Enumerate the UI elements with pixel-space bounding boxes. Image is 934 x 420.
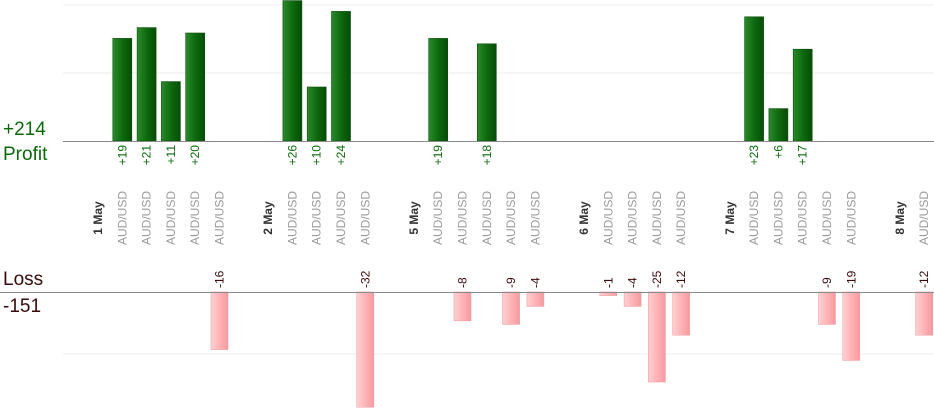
- profit-bar: [136, 27, 157, 142]
- date-label: 2 May: [261, 201, 275, 235]
- symbol-label: AUD/USD: [140, 191, 154, 245]
- profit-value-label: +20: [188, 145, 202, 166]
- symbol-label: AUD/USD: [456, 191, 470, 245]
- profit-total: +214: [3, 119, 46, 140]
- loss-value-label: -25: [650, 270, 664, 288]
- profit-bar: [185, 32, 205, 142]
- symbol-label: AUD/USD: [528, 191, 542, 245]
- symbol-label: AUD/USD: [213, 191, 227, 245]
- date-label: 6 May: [577, 201, 591, 235]
- symbol-label: AUD/USD: [310, 191, 324, 245]
- symbol-label: AUD/USD: [334, 191, 348, 245]
- profit-bar: [331, 11, 351, 142]
- loss-bar: [915, 291, 934, 336]
- symbol-label: AUD/USD: [674, 191, 688, 245]
- symbol-label: AUD/USD: [504, 191, 518, 245]
- symbol-label: AUD/USD: [650, 191, 664, 245]
- symbol-label: AUD/USD: [431, 191, 445, 245]
- profit-value-label: +18: [480, 145, 494, 166]
- loss-value-label: -9: [504, 277, 518, 288]
- symbol-label: AUD/USD: [601, 191, 615, 245]
- symbol-label: AUD/USD: [747, 191, 761, 245]
- loss-bar: [672, 291, 691, 336]
- profit-bar: [768, 108, 789, 142]
- loss-value-label: -19: [844, 270, 858, 288]
- loss-value-label: -9: [820, 277, 834, 288]
- loss-value-label: -32: [358, 270, 372, 288]
- symbol-label: AUD/USD: [480, 191, 494, 245]
- loss-bar: [210, 291, 229, 350]
- profit-value-label: +21: [140, 145, 154, 166]
- symbol-label: AUD/USD: [115, 191, 129, 245]
- symbol-label: AUD/USD: [917, 191, 931, 245]
- symbol-label: AUD/USD: [796, 191, 810, 245]
- profit-value-label: +24: [334, 145, 348, 166]
- symbol-label: AUD/USD: [820, 191, 834, 245]
- symbol-label: AUD/USD: [771, 191, 785, 245]
- profit-value-label: +19: [115, 145, 129, 166]
- symbol-label: AUD/USD: [285, 191, 299, 245]
- profit-value-label: +26: [285, 145, 299, 166]
- date-label: 8 May: [893, 201, 907, 235]
- loss-value-label: -4: [626, 277, 640, 288]
- loss-bar: [818, 291, 836, 325]
- profit-bar: [428, 38, 449, 142]
- symbol-label: AUD/USD: [188, 191, 202, 245]
- profit-value-label: +23: [747, 145, 761, 166]
- loss-total: -151: [3, 296, 42, 317]
- profit-value-label: +10: [310, 145, 324, 166]
- symbol-label: AUD/USD: [844, 191, 858, 245]
- loss-bar: [623, 291, 642, 307]
- loss-value-label: -1: [601, 277, 615, 288]
- profit-bar: [112, 38, 133, 142]
- loss-bar: [453, 291, 472, 322]
- loss-value-label: -8: [456, 277, 470, 288]
- date-label: 7 May: [723, 201, 737, 235]
- symbol-label: AUD/USD: [626, 191, 640, 245]
- profit-bar: [282, 0, 303, 142]
- loss-value-label: -4: [528, 277, 542, 288]
- loss-value-label: -12: [674, 270, 688, 288]
- profit-bar: [161, 81, 181, 142]
- profit-value-label: +11: [164, 145, 178, 165]
- profit-bar: [792, 48, 813, 142]
- profit-label: Profit: [3, 144, 48, 165]
- profit-bar: [306, 86, 327, 142]
- profit-value-label: +6: [771, 145, 785, 159]
- symbol-label: AUD/USD: [358, 191, 372, 245]
- profit-value-label: +19: [431, 145, 445, 166]
- profit-bar: [744, 16, 764, 142]
- loss-bar: [648, 291, 666, 383]
- profit-value-label: +17: [796, 145, 810, 166]
- symbol-label: AUD/USD: [164, 191, 178, 245]
- date-label: 5 May: [407, 201, 421, 235]
- loss-label: Loss: [3, 269, 44, 290]
- loss-bar: [842, 291, 861, 361]
- loss-value-label: -16: [213, 270, 227, 288]
- date-label: 1 May: [91, 201, 105, 235]
- loss-value-label: -12: [917, 270, 931, 288]
- loss-bar: [502, 291, 520, 325]
- profit-bar: [476, 43, 497, 142]
- loss-bar: [526, 291, 545, 307]
- loss-bar: [356, 291, 375, 408]
